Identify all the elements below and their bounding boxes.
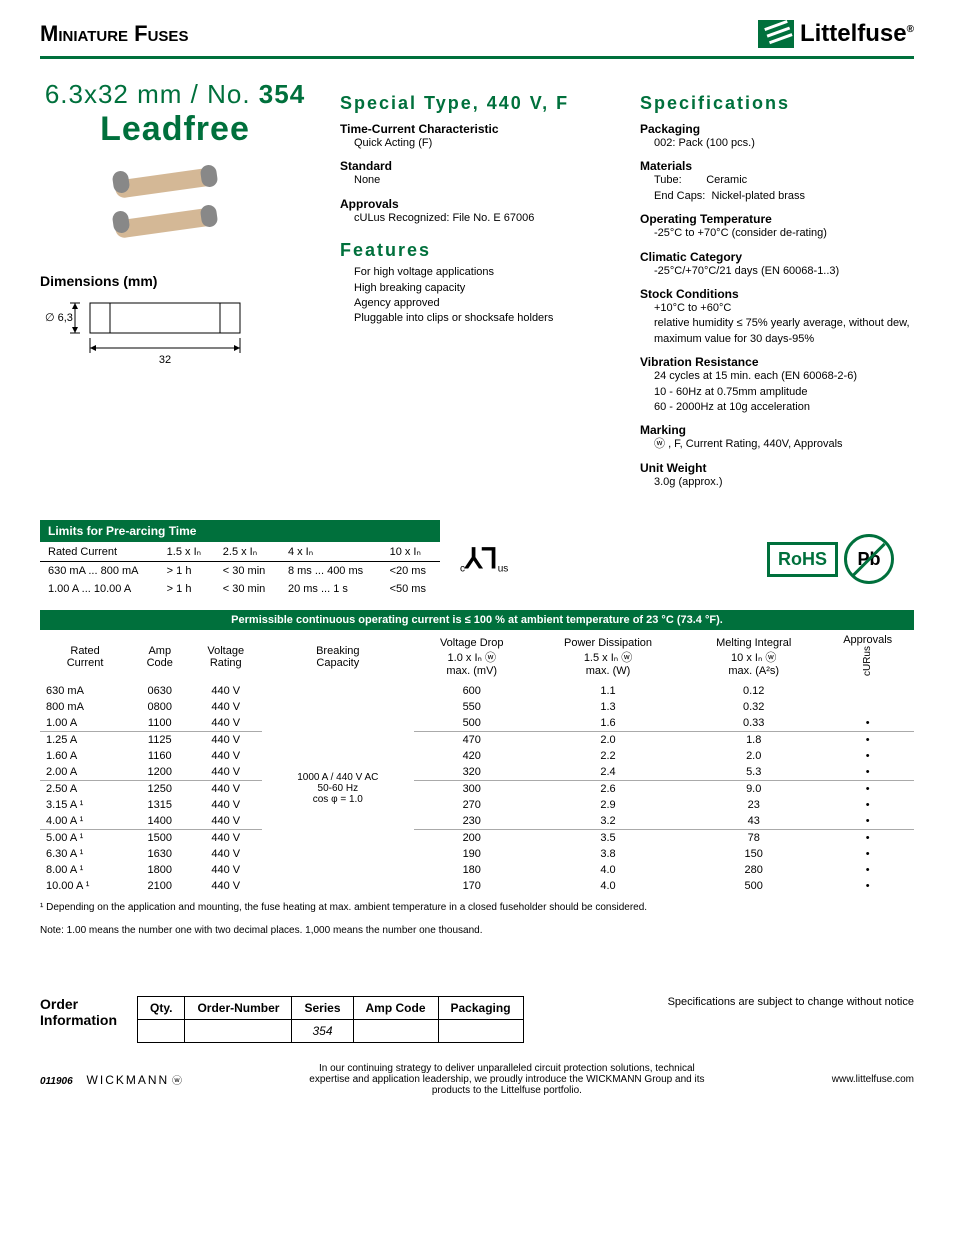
prearc-table: Limits for Pre-arcing Time Rated Current… [40,520,440,598]
weight-label: Unit Weight [640,461,910,475]
vib-value1: 24 cycles at 15 min. each (EN 60068-2-6) [654,369,910,384]
tcc-label: Time-Current Characteristic [340,122,610,136]
table-row: 6.30 A ¹1630440 V1903.8150• [40,846,914,862]
table-row: 8.00 A ¹1800440 V1804.0280• [40,862,914,878]
main-table-banner: Permissible continuous operating current… [40,610,914,630]
special-type-title: Special Type, 440 V, F [340,93,610,114]
footnote: ¹ Depending on the application and mount… [40,902,914,913]
table-row: 2.00 A1200440 V3202.45.3• [40,764,914,781]
table-row: 1.00 A1100440 V5001.60.33• [40,715,914,732]
disclaimer: Specifications are subject to change wit… [668,996,914,1008]
table-row: 3.15 A ¹1315440 V2702.923• [40,797,914,813]
table-row: 630 mA0630440 V1000 A / 440 V AC50-60 Hz… [40,683,914,699]
svg-text:∅ 6,3: ∅ 6,3 [45,312,73,324]
std-label: Standard [340,159,610,173]
table-row: 1.60 A1160440 V4202.22.0• [40,748,914,764]
prearc-row: 630 mA ... 800 mA > 1 h < 30 min 8 ms ..… [40,562,440,581]
vib-label: Vibration Resistance [640,355,910,369]
approvals-value: cULus Recognized: File No. E 67006 [354,211,610,226]
approvals-label: Approvals [340,197,610,211]
cert-logos: c⅄⅂us RoHS Pb [460,534,914,584]
order-table: Qty. Order-Number Series Amp Code Packag… [137,996,524,1043]
logo-text: Littelfuse® [800,20,914,48]
feature-2: Agency approved [354,296,610,311]
packaging-value: 002: Pack (100 pcs.) [654,136,910,151]
marking-label: Marking [640,423,910,437]
climate-label: Climatic Category [640,250,910,264]
vib-value2: 10 - 60Hz at 0.75mm amplitude [654,385,910,400]
vib-value3: 60 - 2000Hz at 10g acceleration [654,400,910,415]
table-row: 4.00 A ¹1400440 V2303.243• [40,813,914,830]
ul-logo: c⅄⅂us [460,542,508,576]
packaging-label: Packaging [640,122,910,136]
order-label: OrderInformation [40,996,117,1028]
optemp-value: -25°C to +70°C (consider de-rating) [654,226,910,241]
pb-free-icon: Pb [844,534,894,584]
table-row: 10.00 A ¹2100440 V1704.0500• [40,878,914,894]
note: Note: 1.00 means the number one with two… [40,925,914,936]
svg-text:32: 32 [159,354,171,366]
std-value: None [354,173,610,188]
climate-value: -25°C/+70°C/21 days (EN 60068-1..3) [654,264,910,279]
features-title: Features [340,240,610,261]
littelfuse-logo: Littelfuse® [758,20,914,48]
feature-3: Pluggable into clips or shocksafe holder… [354,311,610,326]
table-row: 800 mA0800440 V5501.30.32 [40,699,914,715]
dimensions-title: Dimensions (mm) [40,273,310,289]
feature-0: For high voltage applications [354,265,610,280]
marking-value: ⓦ , F, Current Rating, 440V, Approvals [654,437,910,452]
tcc-value: Quick Acting (F) [354,136,610,151]
footer-code: 011906 [40,1076,73,1087]
table-row: 5.00 A ¹1500440 V2003.578• [40,830,914,847]
materials-tube: Tube: Ceramic [654,173,910,188]
wickmann-logo: WICKMANN [87,1073,170,1087]
leadfree-label: Leadfree [40,110,310,149]
header-title: Miniature Fuses [40,21,188,47]
prearc-row: 1.00 A ... 10.00 A > 1 h < 30 min 20 ms … [40,580,440,598]
fuse-image [95,159,255,259]
stock-label: Stock Conditions [640,287,910,301]
footer-url: www.littelfuse.com [832,1074,914,1085]
specs-title: Specifications [640,93,910,114]
materials-label: Materials [640,159,910,173]
main-table: Permissible continuous operating current… [40,610,914,894]
prearc-title: Limits for Pre-arcing Time [40,520,440,542]
logo-icon [758,20,794,48]
rohs-badge: RoHS [767,542,838,577]
table-row: 2.50 A1250440 V3002.69.0• [40,781,914,798]
footer-center: In our continuing strategy to deliver un… [307,1063,707,1096]
stock-value2: relative humidity ≤ 75% yearly average, … [654,316,910,347]
feature-1: High breaking capacity [354,281,610,296]
page-footer: 011906 WICKMANN ⓦ In our continuing stra… [40,1063,914,1096]
table-row: 1.25 A1125440 V4702.01.8• [40,732,914,749]
product-size: 6.3x32 mm / No. 354 [40,79,310,110]
optemp-label: Operating Temperature [640,212,910,226]
weight-value: 3.0g (approx.) [654,475,910,490]
dimensions-diagram: 32 ∅ 6,3 [40,293,260,373]
materials-cap: End Caps: Nickel-plated brass [654,189,910,204]
page-header: Miniature Fuses Littelfuse® [40,20,914,59]
stock-value1: +10°C to +60°C [654,301,910,316]
